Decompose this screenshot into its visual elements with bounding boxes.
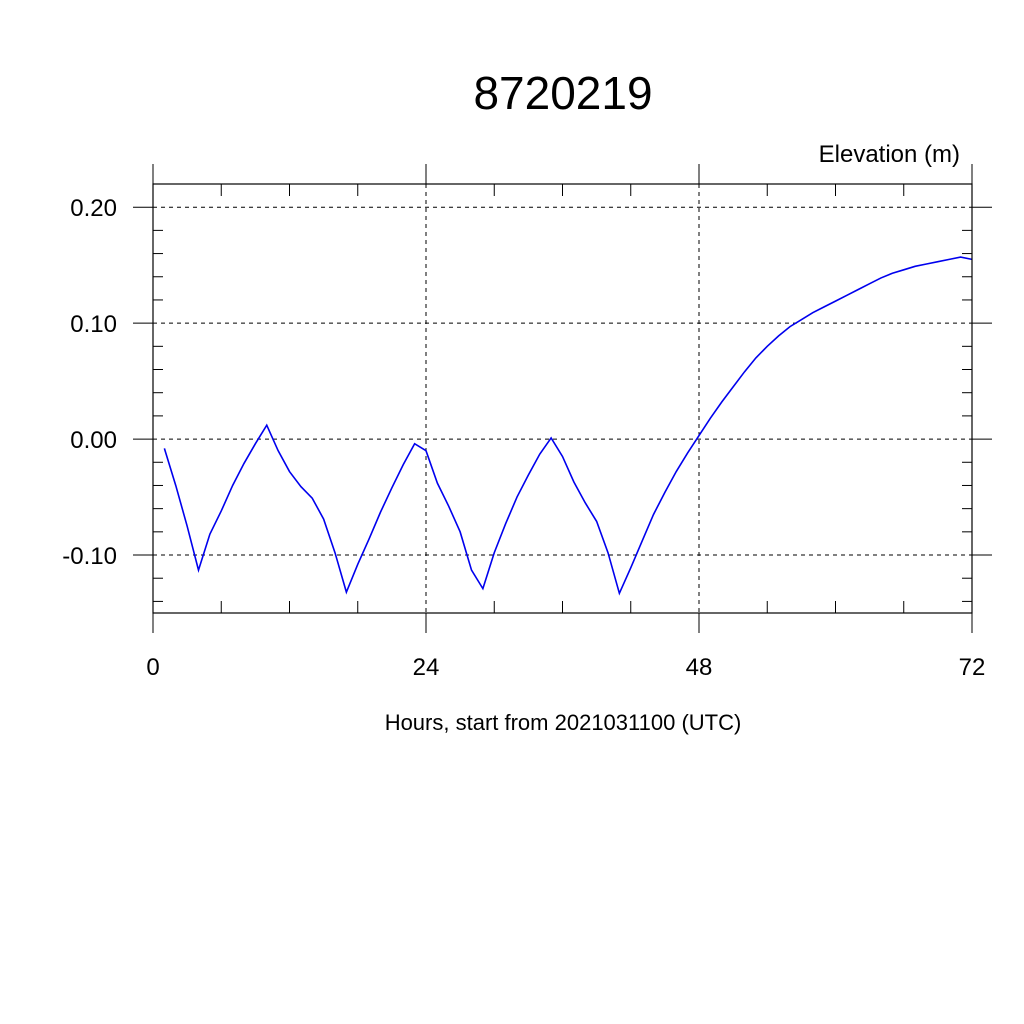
y-tick-label-2: 0.00 xyxy=(70,427,117,454)
y-tick-label-1: 0.10 xyxy=(70,311,117,338)
series-line-0 xyxy=(163,256,973,596)
y-tick-label-3: -0.10 xyxy=(62,543,117,570)
grid-layer xyxy=(153,184,972,613)
y-tick-label-0: 0.20 xyxy=(70,195,117,222)
series-layer xyxy=(163,256,973,596)
x-tick-label-1: 24 xyxy=(413,654,440,681)
tick-layer xyxy=(133,164,992,633)
x-axis-label: Hours, start from 2021031100 (UTC) xyxy=(385,710,742,735)
x-tick-label-2: 48 xyxy=(686,654,713,681)
plot-frame xyxy=(152,183,973,614)
y-axis-label: Elevation (m) xyxy=(819,141,960,168)
tick-label-layer: 0 24 48 72 0.20 0.10 0.00 -0.10 xyxy=(62,195,985,681)
chart-title: 8720219 xyxy=(473,67,652,119)
x-tick-label-0: 0 xyxy=(146,654,159,681)
x-tick-label-3: 72 xyxy=(959,654,986,681)
